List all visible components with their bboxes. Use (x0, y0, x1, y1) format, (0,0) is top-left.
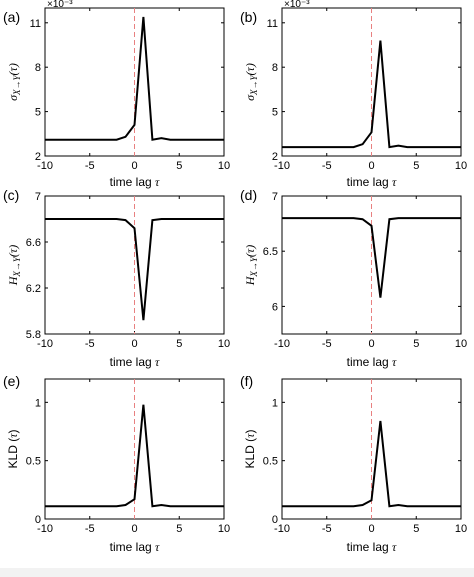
x-tick-label: -10 (274, 160, 290, 172)
y-exponent-label: ×10⁻³ (47, 0, 73, 10)
x-tick-label: 0 (368, 523, 374, 535)
x-axis-label: time lag τ (110, 355, 160, 369)
panel-label: (d) (240, 187, 257, 203)
y-tick-label: 0.5 (263, 456, 278, 468)
x-tick-label: 10 (218, 160, 230, 172)
y-tick-label: 2 (35, 151, 41, 163)
y-tick-label: 6 (272, 301, 278, 313)
series-line (45, 404, 224, 508)
y-tick-label: 5 (35, 107, 41, 119)
y-tick-label: 7 (272, 191, 278, 203)
series-line (282, 217, 461, 298)
panel-d: -10 -5 0 5 10 6 6.5 7 (d) HX→Y(τ) (240, 187, 467, 350)
x-tick-label: -10 (37, 160, 53, 172)
x-tick-label: 10 (455, 338, 467, 350)
x-tick-label: -5 (85, 338, 95, 350)
x-tick-label: -10 (274, 523, 290, 535)
x-axis-label: time lag τ (110, 175, 160, 189)
y-tick-label: 0 (35, 514, 41, 526)
y-tick-label: 6.2 (26, 283, 41, 295)
y-axis-label: HX→Y(τ) (6, 245, 22, 286)
panel-label: (b) (240, 9, 257, 25)
y-tick-label: 5.8 (26, 329, 41, 341)
x-tick-label: 10 (455, 523, 467, 535)
y-axis-label: σX→Y(τ) (243, 63, 259, 101)
series-line (282, 40, 461, 149)
y-tick-label: 7 (35, 191, 41, 203)
series-line (45, 218, 224, 321)
x-tick-label: -5 (85, 523, 95, 535)
x-tick-label: -10 (274, 338, 290, 350)
x-axis-label: time lag τ (347, 355, 397, 369)
y-exponent-label: ×10⁻³ (284, 0, 310, 10)
x-tick-label: -10 (37, 523, 53, 535)
y-tick-label: 2 (272, 151, 278, 163)
y-tick-label: 0 (272, 514, 278, 526)
x-tick-label: -10 (37, 338, 53, 350)
y-tick-label: 5 (272, 107, 278, 119)
y-tick-label: 6.6 (26, 237, 41, 249)
panel-b: -10 -5 0 5 10 2 5 8 11 (b) ×10⁻³ σX→Y(τ) time lag τ (240, 0, 467, 189)
y-axis-label: KLD (τ) (6, 430, 20, 469)
x-tick-label: -5 (322, 160, 332, 172)
panel-label: (f) (240, 373, 253, 389)
x-tick-label: -5 (322, 338, 332, 350)
y-axis-label: HX→Y(τ) (243, 245, 259, 286)
x-tick-label: 10 (455, 160, 467, 172)
y-tick-label: 11 (30, 18, 41, 30)
panel-a: -10 -5 0 5 10 2 5 8 11 (a) ×10⁻³ σX→Y(τ) time lag τ (3, 0, 230, 189)
panel-f: -10 -5 0 5 10 0 0.5 1 (f) KLD (τ) time lag τ (240, 373, 467, 554)
panel-e: -10 -5 0 5 10 0 0.5 1 (e) KLD (τ) time lag τ (3, 373, 230, 554)
y-tick-label: 11 (267, 18, 278, 30)
y-tick-label: 8 (35, 62, 41, 74)
x-axis-label: time lag τ (347, 540, 397, 554)
panel-label: (a) (3, 9, 20, 25)
x-tick-label: -5 (322, 523, 332, 535)
bottom-strip (0, 568, 474, 577)
x-axis-label: time lag τ (347, 175, 397, 189)
x-tick-label: 5 (413, 523, 419, 535)
y-tick-label: 0.5 (26, 456, 41, 468)
y-tick-label: 8 (272, 62, 278, 74)
x-tick-label: 0 (131, 338, 137, 350)
x-axis-label: time lag τ (110, 540, 160, 554)
x-tick-label: 0 (368, 338, 374, 350)
x-tick-label: 5 (413, 338, 419, 350)
x-tick-label: 10 (218, 523, 230, 535)
y-tick-label: 1 (272, 397, 278, 409)
x-tick-label: 0 (131, 523, 137, 535)
panel-label: (e) (3, 373, 20, 389)
y-axis-label: KLD (τ) (243, 430, 257, 469)
y-axis-label: σX→Y(τ) (6, 63, 22, 101)
panel-label: (c) (3, 187, 19, 203)
y-tick-label: 1 (35, 397, 41, 409)
x-tick-label: 0 (368, 160, 374, 172)
x-tick-label: 5 (176, 338, 182, 350)
x-tick-label: 5 (176, 523, 182, 535)
x-tick-label: 5 (413, 160, 419, 172)
x-tick-label: 5 (176, 160, 182, 172)
x-tick-label: 0 (131, 160, 137, 172)
series-line (282, 420, 461, 508)
panel-c: -10 -5 0 5 10 5.8 6.2 6.6 7 (c) HX→Y(τ) (3, 187, 230, 350)
series-line (45, 16, 224, 141)
y-tick-label: 6.5 (263, 246, 278, 258)
x-tick-label: -5 (85, 160, 95, 172)
x-tick-label: 10 (218, 338, 230, 350)
